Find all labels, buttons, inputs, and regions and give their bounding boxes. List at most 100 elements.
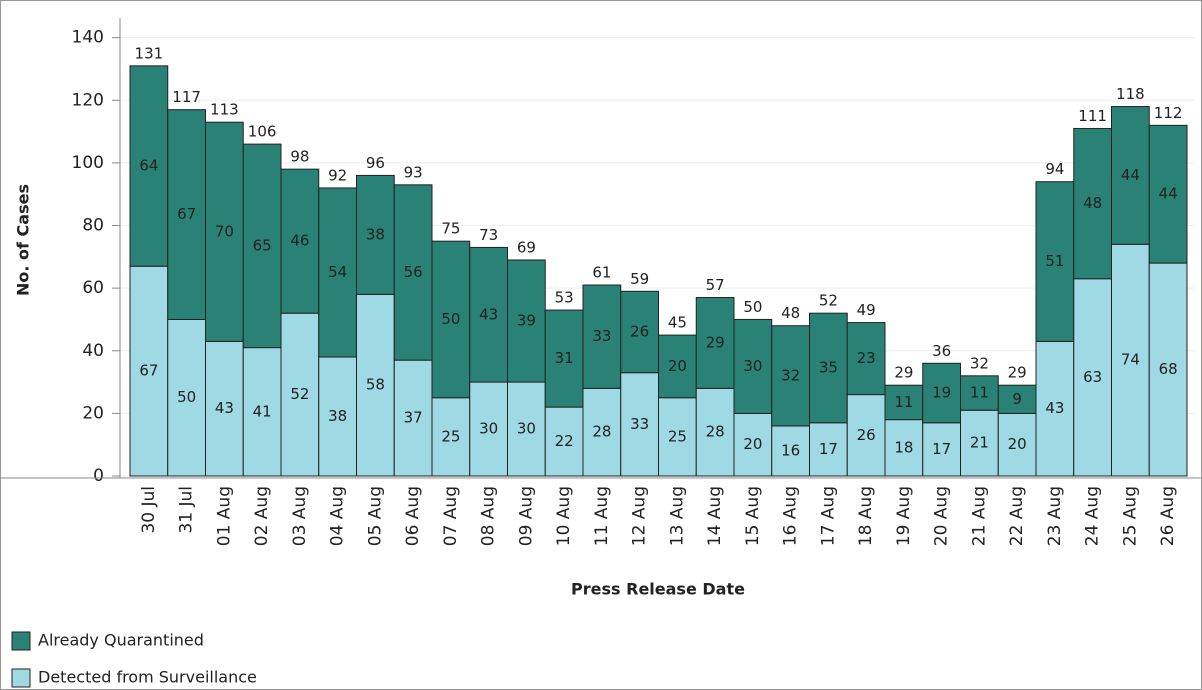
total-label: 32 [970, 354, 989, 372]
segment-label: 30 [479, 420, 498, 438]
total-label: 113 [210, 101, 239, 119]
x-tick-label: 22 Aug [1007, 486, 1027, 546]
x-tick-label: 08 Aug [479, 486, 499, 546]
bar-segment [771, 325, 810, 427]
x-tick-label: 17 Aug [818, 486, 838, 546]
bar-segment [733, 318, 773, 414]
total-label: 96 [366, 154, 385, 172]
segment-label: 33 [592, 327, 611, 345]
segment-label: 39 [517, 312, 536, 330]
segment-label: 52 [290, 385, 309, 403]
bar-segment [242, 143, 282, 349]
segment-label: 35 [819, 358, 838, 376]
y-tick-label: 60 [82, 278, 104, 298]
x-tick-label: 13 Aug [667, 486, 687, 546]
x-tick-label: 04 Aug [328, 486, 348, 546]
segment-label: 58 [366, 376, 385, 394]
segment-label: 43 [479, 305, 498, 323]
segment-label: 25 [441, 427, 460, 445]
total-label: 29 [1008, 364, 1027, 382]
legend-swatch [11, 631, 31, 651]
total-label: 117 [172, 88, 201, 106]
x-tick-label: 14 Aug [705, 486, 725, 546]
legend-label: Detected from Surveillance [38, 668, 257, 687]
bar-segment [205, 121, 244, 342]
bar-segment [469, 246, 508, 383]
x-tick-label: 03 Aug [290, 486, 310, 546]
bar-segment [1035, 340, 1075, 477]
segment-label: 67 [177, 205, 196, 223]
total-label: 118 [1116, 85, 1145, 103]
x-tick-label: 18 Aug [856, 486, 876, 546]
bar-segment [280, 312, 320, 477]
segment-label: 50 [177, 388, 196, 406]
bar-segment [997, 384, 1037, 414]
segment-label: 38 [328, 407, 347, 425]
x-tick-label: 06 Aug [403, 486, 423, 546]
segment-label: 30 [743, 357, 762, 375]
segment-label: 44 [1121, 166, 1140, 184]
total-label: 112 [1154, 104, 1183, 122]
bar-segment [318, 187, 357, 358]
x-tick-label: 30 Jul [139, 486, 159, 534]
segment-label: 41 [253, 402, 272, 420]
segment-label: 56 [404, 263, 423, 281]
total-label: 29 [894, 364, 913, 382]
bar-segment [846, 322, 886, 396]
total-label: 49 [857, 301, 876, 319]
segment-label: 22 [555, 432, 574, 450]
bar-segment [1148, 124, 1188, 264]
total-label: 36 [932, 342, 951, 360]
segment-label: 44 [1159, 185, 1178, 203]
segment-label: 70 [215, 222, 234, 240]
x-tick-label: 15 Aug [743, 486, 763, 546]
segment-label: 33 [630, 415, 649, 433]
segment-label: 16 [781, 441, 800, 459]
segment-label: 64 [139, 157, 158, 175]
bar-segment [129, 65, 169, 267]
bar-segment [280, 168, 320, 314]
bar-segment [318, 356, 357, 477]
segment-label: 38 [366, 225, 385, 243]
x-tick-label: 01 Aug [214, 486, 234, 546]
segment-label: 17 [819, 440, 838, 458]
bar-segment [658, 334, 697, 399]
segment-label: 67 [139, 362, 158, 380]
segment-label: 20 [743, 435, 762, 453]
segment-label: 43 [215, 399, 234, 417]
legend-swatch [11, 668, 31, 688]
segment-label: 9 [1012, 390, 1022, 408]
total-label: 131 [135, 44, 164, 62]
bar-segment [695, 387, 735, 477]
segment-label: 17 [932, 440, 951, 458]
total-label: 48 [781, 304, 800, 322]
bar-segment [544, 406, 584, 477]
segment-label: 54 [328, 263, 347, 281]
segment-label: 31 [555, 349, 574, 367]
total-label: 59 [630, 270, 649, 288]
bar-segment [507, 259, 546, 383]
segment-label: 68 [1159, 360, 1178, 378]
x-tick-label: 10 Aug [554, 486, 574, 546]
x-tick-label: 09 Aug [516, 486, 536, 546]
segment-label: 11 [970, 384, 989, 402]
bar-segment [356, 174, 395, 295]
bar-segment [620, 372, 659, 477]
x-tick-label: 05 Aug [365, 486, 385, 546]
x-tick-label: 19 Aug [894, 486, 914, 546]
segment-label: 21 [970, 434, 989, 452]
bar-segment [544, 309, 584, 408]
total-label: 94 [1045, 160, 1064, 178]
x-tick-label: 12 Aug [630, 486, 650, 546]
x-tick-label: 21 Aug [969, 486, 989, 546]
x-axis-title: Press Release Date [571, 580, 745, 599]
total-label: 111 [1078, 107, 1107, 125]
x-tick-label: 26 Aug [1158, 486, 1178, 546]
bar-segment [431, 397, 471, 477]
bar-segment [922, 422, 961, 477]
bar-segment [205, 340, 244, 477]
segment-label: 25 [668, 427, 687, 445]
y-tick-label: 100 [72, 153, 104, 173]
x-tick-label: 16 Aug [781, 486, 801, 546]
